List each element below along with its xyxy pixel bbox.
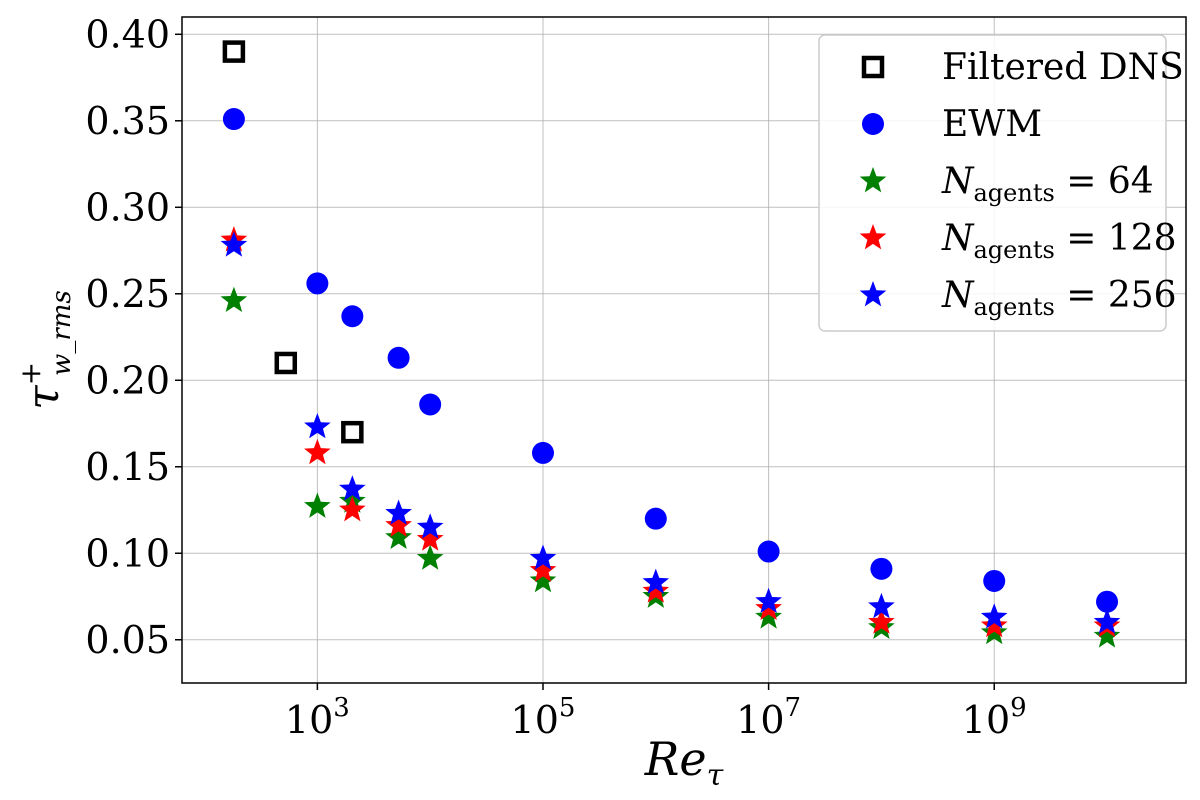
- legend-label: EWM: [942, 104, 1042, 145]
- legend: Filtered DNS EWM Nagents = 64 Nagents = 128…: [818, 34, 1184, 332]
- series-0: [222, 40, 364, 444]
- x-tick-label: 103: [285, 693, 350, 742]
- legend-marker: [861, 55, 885, 79]
- plot-area-frame: [181, 16, 1187, 684]
- data-point: [642, 568, 670, 594]
- legend-label: Filtered DNS: [942, 47, 1184, 88]
- data-points: [220, 40, 1121, 648]
- series-1: [222, 108, 1119, 613]
- data-point: [529, 556, 557, 582]
- data-point: [220, 286, 248, 313]
- legend-label: Nagents = 64: [941, 161, 1154, 207]
- data-point: [868, 608, 895, 634]
- data-point: [980, 603, 1008, 629]
- data-point: [304, 438, 331, 465]
- data-point: [304, 492, 331, 518]
- data-point: [339, 496, 366, 522]
- y-tick-label: 0.05: [85, 618, 170, 662]
- legend-box: [818, 34, 1167, 332]
- data-point: [385, 499, 412, 525]
- data-point: [385, 511, 412, 537]
- data-point: [983, 569, 1006, 592]
- svg-text:τ+w_rms: τ+w_rms: [14, 290, 77, 410]
- legend-marker: [859, 224, 887, 250]
- y-tick-label: 0.30: [85, 185, 170, 229]
- data-point: [339, 475, 366, 501]
- x-tick-label: 105: [511, 693, 576, 742]
- legend-marker: [859, 167, 887, 193]
- x-tick-label: 109: [962, 693, 1027, 742]
- data-point: [419, 393, 442, 416]
- y-tick-label: 0.20: [85, 358, 170, 402]
- axis-ticks: 103 105 107 109 0.05 0.10 0.15 0.20 0.25 0.30 0.35…: [85, 12, 1026, 742]
- series-4: [220, 231, 1121, 634]
- legend-marker: [862, 113, 884, 135]
- x-tick-label: 107: [736, 693, 801, 742]
- data-point: [1093, 608, 1121, 634]
- y-tick-label: 0.15: [85, 445, 170, 489]
- data-point: [416, 544, 444, 570]
- data-point: [529, 544, 557, 570]
- data-point: [642, 577, 670, 603]
- data-point: [341, 420, 364, 444]
- data-point: [1096, 590, 1119, 613]
- y-tick-label: 0.10: [85, 531, 170, 575]
- x-axis-label: Reτ: [644, 732, 724, 793]
- data-point: [531, 441, 554, 464]
- data-point: [755, 587, 782, 614]
- data-point: [416, 513, 444, 539]
- y-tick-label: 0.40: [85, 12, 170, 56]
- data-point: [341, 305, 364, 328]
- data-point: [222, 40, 246, 63]
- data-point: [304, 412, 331, 439]
- y-tick-label: 0.25: [85, 272, 170, 316]
- legend-marker: [859, 281, 887, 307]
- data-point: [755, 603, 782, 629]
- y-tick-label: 0.35: [85, 99, 170, 143]
- data-point: [220, 231, 248, 257]
- data-point: [529, 566, 557, 593]
- data-point: [644, 507, 667, 530]
- data-point: [757, 540, 780, 563]
- data-point: [274, 351, 298, 375]
- data-point: [868, 592, 895, 619]
- data-point: [1093, 622, 1121, 648]
- data-point: [980, 611, 1008, 638]
- legend-label: Nagents = 128: [941, 218, 1177, 264]
- data-point: [222, 108, 245, 131]
- data-point: [306, 272, 329, 295]
- data-point: [416, 525, 444, 551]
- data-point: [870, 557, 893, 580]
- y-axis-label: τ+w_rms: [14, 290, 77, 410]
- data-point: [385, 523, 412, 550]
- legend-label: Nagents = 256: [941, 275, 1177, 321]
- data-point: [387, 346, 410, 369]
